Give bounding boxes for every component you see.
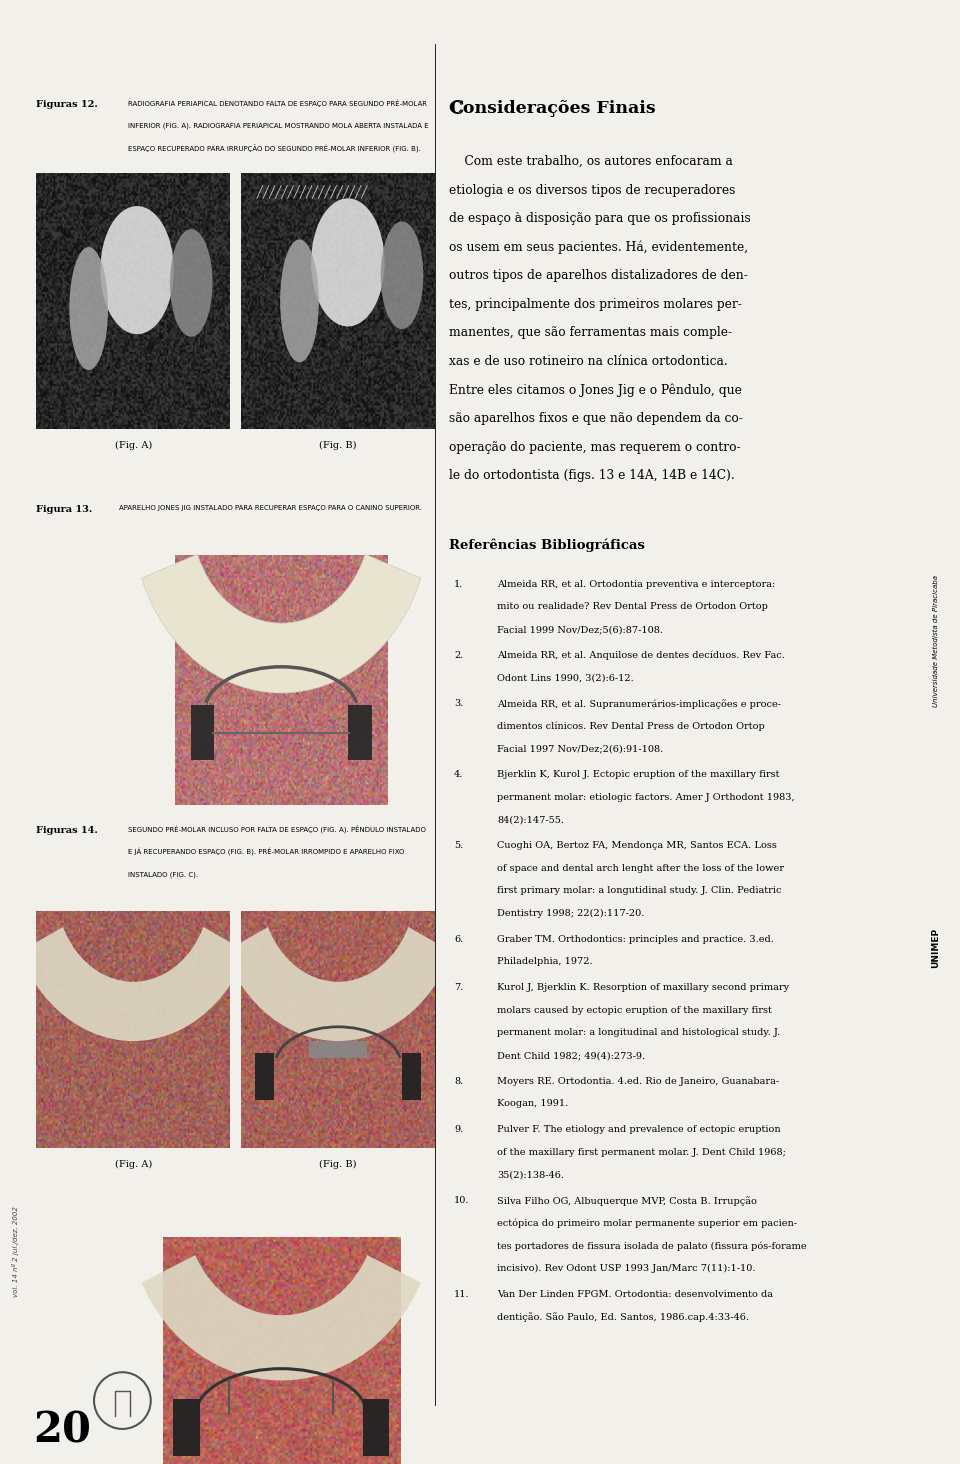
Bar [363,1398,389,1457]
Text: Facial 1999 Nov/Dez;5(6):87-108.: Facial 1999 Nov/Dez;5(6):87-108. [497,625,663,634]
Bar [309,1041,367,1057]
Text: RADIOGRAFIA PERIAPICAL DENOTANDO FALTA DE ESPAÇO PARA SEGUNDO PRÉ-MOLAR: RADIOGRAFIA PERIAPICAL DENOTANDO FALTA D… [128,100,426,107]
Text: Koogan, 1991.: Koogan, 1991. [497,1099,568,1108]
Text: (Fig. A): (Fig. A) [114,441,152,449]
Text: SEGUNDO PRÉ-MOLAR INCLUSO POR FALTA DE ESPAÇO (FIG. A). PÊNDULO INSTALADO: SEGUNDO PRÉ-MOLAR INCLUSO POR FALTA DE E… [128,826,425,833]
Wedge shape [19,927,247,1041]
Text: Silva Filho OG, Albuquerque MVP, Costa B. Irrupção: Silva Filho OG, Albuquerque MVP, Costa B… [497,1196,757,1206]
Text: 3.: 3. [454,700,464,709]
Text: Pulver F. The etiology and prevalence of ectopic eruption: Pulver F. The etiology and prevalence of… [497,1126,780,1135]
Text: manentes, que são ferramentas mais comple-: manentes, que são ferramentas mais compl… [449,326,732,340]
Text: Dentistry 1998; 22(2):117-20.: Dentistry 1998; 22(2):117-20. [497,909,645,918]
Text: Facial 1997 Nov/Dez;2(6):91-108.: Facial 1997 Nov/Dez;2(6):91-108. [497,745,663,754]
Ellipse shape [69,247,108,370]
Text: Figura 13.: Figura 13. [36,505,93,514]
Text: first primary molar: a longutidinal study. J. Clin. Pediatric: first primary molar: a longutidinal stud… [497,887,781,896]
Text: Odont Lins 1990, 3(2):6-12.: Odont Lins 1990, 3(2):6-12. [497,673,634,682]
Text: Graber TM. Orthodontics: principles and practice. 3.ed.: Graber TM. Orthodontics: principles and … [497,935,774,944]
Bar [402,1053,421,1101]
Ellipse shape [100,206,174,334]
Text: Referências Bibliográficas: Referências Bibliográficas [449,539,645,552]
Text: 8.: 8. [454,1078,464,1086]
Text: Considerações Finais: Considerações Finais [449,100,656,117]
Text: Philadelphia, 1972.: Philadelphia, 1972. [497,957,593,966]
Text: 84(2):147-55.: 84(2):147-55. [497,815,564,824]
Text: UNIMEP: UNIMEP [931,928,940,968]
Text: 2.: 2. [454,650,464,660]
Text: outros tipos de aparelhos distalizadores de den-: outros tipos de aparelhos distalizadores… [449,269,748,283]
Text: Com este trabalho, os autores enfocaram a: Com este trabalho, os autores enfocaram … [449,155,733,168]
Text: permanent molar: a longitudinal and histological study. J.: permanent molar: a longitudinal and hist… [497,1029,780,1038]
Bar [191,706,214,760]
Text: 6.: 6. [454,935,464,944]
Text: INFERIOR (FIG. A). RADIOGRAFIA PERIAPICAL MOSTRANDO MOLA ABERTA INSTALADA E: INFERIOR (FIG. A). RADIOGRAFIA PERIAPICA… [128,122,428,129]
Text: Figuras 12.: Figuras 12. [36,100,98,108]
Text: são aparelhos fixos e que não dependem da co-: são aparelhos fixos e que não dependem d… [449,413,743,425]
Text: ectópica do primeiro molar permanente superior em pacien-: ectópica do primeiro molar permanente su… [497,1218,797,1228]
Text: Almeida RR, et al. Ortodontia preventiva e interceptora:: Almeida RR, et al. Ortodontia preventiva… [497,580,776,589]
Text: 4.: 4. [454,770,464,779]
Text: of space and dental arch lenght after the loss of the lower: of space and dental arch lenght after th… [497,864,784,873]
Text: of the maxillary first permanent molar. J. Dent Child 1968;: of the maxillary first permanent molar. … [497,1148,786,1157]
Text: APARELHO JONES JIG INSTALADO PARA RECUPERAR ESPAÇO PARA O CANINO SUPERIOR.: APARELHO JONES JIG INSTALADO PARA RECUPE… [119,505,422,511]
Text: Kurol J, Bjerklin K. Resorption of maxillary second primary: Kurol J, Bjerklin K. Resorption of maxil… [497,984,789,993]
Text: Entre eles citamos o Jones Jig e o Pêndulo, que: Entre eles citamos o Jones Jig e o Pêndu… [449,384,742,397]
Text: Universidade Metodista de Piracicaba: Universidade Metodista de Piracicaba [932,574,939,707]
Text: (Fig. A): (Fig. A) [114,1159,152,1168]
Text: Figuras 14.: Figuras 14. [36,826,98,834]
Text: de espaço à disposição para que os profissionais: de espaço à disposição para que os profi… [449,212,751,225]
Text: 11.: 11. [454,1290,469,1299]
Text: INSTALADO (FIG. C).: INSTALADO (FIG. C). [128,871,198,877]
Text: 9.: 9. [454,1126,464,1135]
Text: mito ou realidade? Rev Dental Press de Ortodon Ortop: mito ou realidade? Rev Dental Press de O… [497,603,768,612]
Text: molars caused by ectopic eruption of the maxillary first: molars caused by ectopic eruption of the… [497,1006,772,1015]
Wedge shape [142,555,420,692]
Text: dentição. São Paulo, Ed. Santos, 1986.cap.4:33-46.: dentição. São Paulo, Ed. Santos, 1986.ca… [497,1312,749,1322]
Text: dimentos clínicos. Rev Dental Press de Ortodon Ortop: dimentos clínicos. Rev Dental Press de O… [497,722,765,731]
Ellipse shape [280,239,319,363]
Ellipse shape [311,198,385,326]
Text: incisivo). Rev Odont USP 1993 Jan/Marc 7(11):1-10.: incisivo). Rev Odont USP 1993 Jan/Marc 7… [497,1265,756,1274]
Text: le do ortodontista (figs. 13 e 14A, 14B e 14C).: le do ortodontista (figs. 13 e 14A, 14B … [449,468,735,482]
Wedge shape [142,1255,420,1381]
Text: os usem em seus pacientes. Há, evidentemente,: os usem em seus pacientes. Há, evidentem… [449,240,749,255]
Bar [348,706,372,760]
Text: Bjerklin K, Kurol J. Ectopic eruption of the maxillary first: Bjerklin K, Kurol J. Ectopic eruption of… [497,770,780,779]
Text: Almeida RR, et al. Supranumerários-implicações e proce-: Almeida RR, et al. Supranumerários-impli… [497,700,781,709]
Text: 10.: 10. [454,1196,469,1205]
Text: 1.: 1. [454,580,464,589]
Ellipse shape [170,228,212,337]
Text: 5.: 5. [454,840,464,851]
Bar [174,1398,200,1457]
Text: permanent molar: etiologic factors. Amer J Orthodont 1983,: permanent molar: etiologic factors. Amer… [497,793,795,802]
Text: Cuoghi OA, Bertoz FA, Mendonça MR, Santos ECA. Loss: Cuoghi OA, Bertoz FA, Mendonça MR, Santo… [497,840,778,851]
Bar [255,1053,275,1101]
Text: tes portadores de fissura isolada de palato (fissura pós-forame: tes portadores de fissura isolada de pal… [497,1241,807,1250]
Ellipse shape [381,221,423,329]
Text: E JÁ RECUPERANDO ESPAÇO (FIG. B). PRÉ-MOLAR IRROMPIDO E APARELHO FIXO: E JÁ RECUPERANDO ESPAÇO (FIG. B). PRÉ-MO… [128,848,404,856]
Text: 35(2):138-46.: 35(2):138-46. [497,1171,564,1180]
Text: 20: 20 [34,1410,91,1452]
Text: xas e de uso rotineiro na clínica ortodontica.: xas e de uso rotineiro na clínica ortodo… [449,354,728,367]
Text: (Fig. B): (Fig. B) [320,441,357,449]
Wedge shape [225,927,452,1041]
Text: vol. 14 nº 2 jul./dez. 2002: vol. 14 nº 2 jul./dez. 2002 [12,1206,19,1297]
Text: (Fig. B): (Fig. B) [320,1159,357,1168]
Text: tes, principalmente dos primeiros molares per-: tes, principalmente dos primeiros molare… [449,299,742,310]
Text: C: C [449,100,464,117]
Text: Van Der Linden FPGM. Ortodontia: desenvolvimento da: Van Der Linden FPGM. Ortodontia: desenvo… [497,1290,774,1299]
Text: etiologia e os diversos tipos de recuperadores: etiologia e os diversos tipos de recuper… [449,183,735,196]
Text: Dent Child 1982; 49(4):273-9.: Dent Child 1982; 49(4):273-9. [497,1051,645,1060]
Text: 7.: 7. [454,984,464,993]
Text: ESPAÇO RECUPERADO PARA IRRUPÇÃO DO SEGUNDO PRÉ-MOLAR INFERIOR (FIG. B).: ESPAÇO RECUPERADO PARA IRRUPÇÃO DO SEGUN… [128,145,420,154]
Text: Almeida RR, et al. Anquilose de dentes decíduos. Rev Fac.: Almeida RR, et al. Anquilose de dentes d… [497,650,785,660]
Text: Moyers RE. Ortodontia. 4.ed. Rio de Janeiro, Guanabara-: Moyers RE. Ortodontia. 4.ed. Rio de Jane… [497,1078,780,1086]
Text: operação do paciente, mas requerem o contro-: operação do paciente, mas requerem o con… [449,441,741,454]
